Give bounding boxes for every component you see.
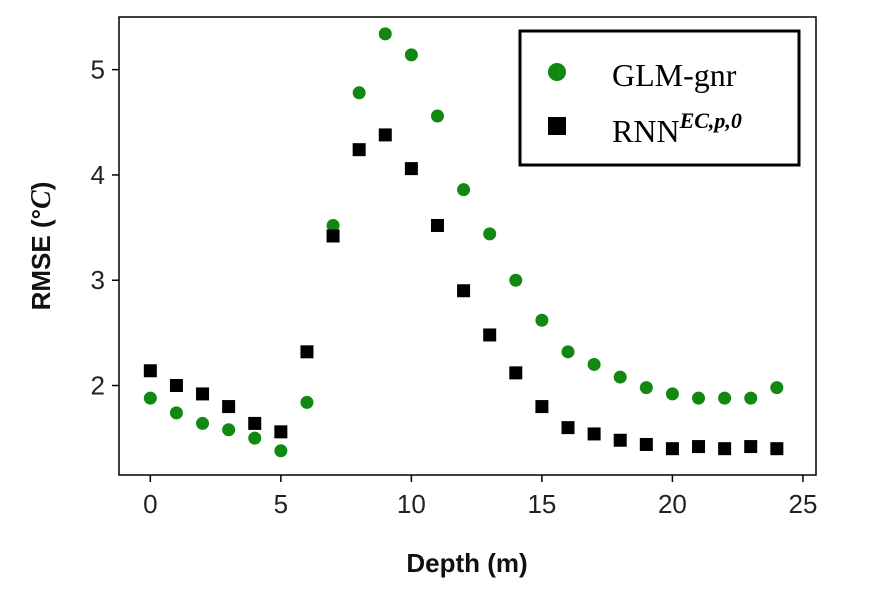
x-tick-label: 20 bbox=[658, 489, 687, 519]
rnn-point bbox=[744, 440, 758, 454]
rnn-point bbox=[274, 425, 288, 439]
rnn-point bbox=[352, 143, 366, 157]
glm-gnr-point bbox=[770, 381, 784, 395]
rnn-point bbox=[665, 442, 679, 456]
y-axis-title: RMSE (°C) bbox=[26, 182, 57, 311]
glm-gnr-point bbox=[535, 313, 549, 327]
glm-gnr-point bbox=[744, 391, 758, 405]
x-tick-label: 5 bbox=[274, 489, 288, 519]
y-tick-label: 3 bbox=[91, 265, 105, 295]
rnn-point bbox=[430, 218, 444, 232]
glm-gnr-point bbox=[248, 431, 262, 445]
glm-gnr-point bbox=[404, 48, 418, 62]
x-tick-label: 25 bbox=[788, 489, 817, 519]
x-tick-label: 10 bbox=[397, 489, 426, 519]
legend-label-glm: GLM-gnr bbox=[612, 57, 737, 93]
legend-box bbox=[518, 29, 801, 167]
rnn-point bbox=[639, 437, 653, 451]
legend-label-rnn: RNNEC,p,0 bbox=[612, 108, 742, 149]
glm-gnr-point bbox=[326, 218, 340, 232]
rnn-point bbox=[143, 364, 157, 378]
glm-gnr-point bbox=[639, 381, 653, 395]
glm-gnr-point bbox=[222, 423, 236, 437]
legend-label-rnn-base: RNN bbox=[612, 113, 680, 149]
x-axis-title: Depth (m) bbox=[406, 548, 527, 578]
legend-marker-glm bbox=[548, 63, 566, 81]
rnn-point bbox=[483, 328, 497, 342]
glm-gnr-point bbox=[718, 391, 732, 405]
rnn-point bbox=[326, 229, 340, 243]
rnn-point bbox=[222, 400, 236, 414]
y-axis-title-main: RMSE (° bbox=[26, 209, 56, 310]
glm-gnr-point bbox=[352, 86, 366, 100]
y-axis-title-unit: C bbox=[26, 190, 57, 209]
rnn-point bbox=[300, 345, 314, 359]
legend-label-rnn-sup: EC,p,0 bbox=[679, 108, 742, 133]
legend: GLM-gnr RNNEC,p,0 bbox=[518, 29, 801, 167]
rnn-point bbox=[196, 387, 210, 401]
rnn-point bbox=[613, 433, 627, 447]
glm-gnr-point bbox=[457, 183, 471, 197]
rnn-point bbox=[770, 442, 784, 456]
data-points bbox=[143, 27, 784, 458]
glm-gnr-point bbox=[483, 227, 497, 241]
rnn-point bbox=[457, 284, 471, 298]
glm-gnr-point bbox=[692, 391, 706, 405]
rnn-point bbox=[509, 366, 523, 380]
legend-marker-rnn bbox=[548, 117, 566, 135]
glm-gnr-point bbox=[143, 391, 157, 405]
glm-gnr-point bbox=[509, 273, 523, 287]
rnn-point bbox=[378, 128, 392, 142]
x-tick-label: 15 bbox=[527, 489, 556, 519]
glm-gnr-point bbox=[613, 370, 627, 384]
rnn-point bbox=[169, 379, 183, 393]
glm-gnr-point bbox=[300, 395, 314, 409]
glm-gnr-point bbox=[561, 345, 575, 359]
rnn-point bbox=[561, 421, 575, 435]
glm-gnr-point bbox=[430, 109, 444, 123]
glm-gnr-point bbox=[196, 416, 210, 430]
glm-gnr-point bbox=[274, 444, 288, 458]
glm-gnr-point bbox=[378, 27, 392, 41]
y-axis: 2 3 4 5 bbox=[91, 55, 119, 401]
rnn-point bbox=[535, 400, 549, 414]
rnn-point bbox=[718, 442, 732, 456]
plot-frame bbox=[118, 16, 817, 476]
rnn-point bbox=[692, 440, 706, 454]
x-axis: 0 5 10 15 20 25 bbox=[143, 475, 817, 519]
y-tick-label: 2 bbox=[91, 371, 105, 401]
glm-gnr-point bbox=[587, 357, 601, 371]
rnn-point bbox=[404, 162, 418, 176]
y-tick-label: 4 bbox=[91, 160, 105, 190]
rnn-point bbox=[248, 416, 262, 430]
x-tick-label: 0 bbox=[143, 489, 157, 519]
glm-gnr-point bbox=[665, 387, 679, 401]
rnn-point bbox=[587, 427, 601, 441]
glm-gnr-point bbox=[169, 406, 183, 420]
y-axis-title-close: ) bbox=[26, 182, 56, 191]
y-tick-label: 5 bbox=[91, 55, 105, 85]
